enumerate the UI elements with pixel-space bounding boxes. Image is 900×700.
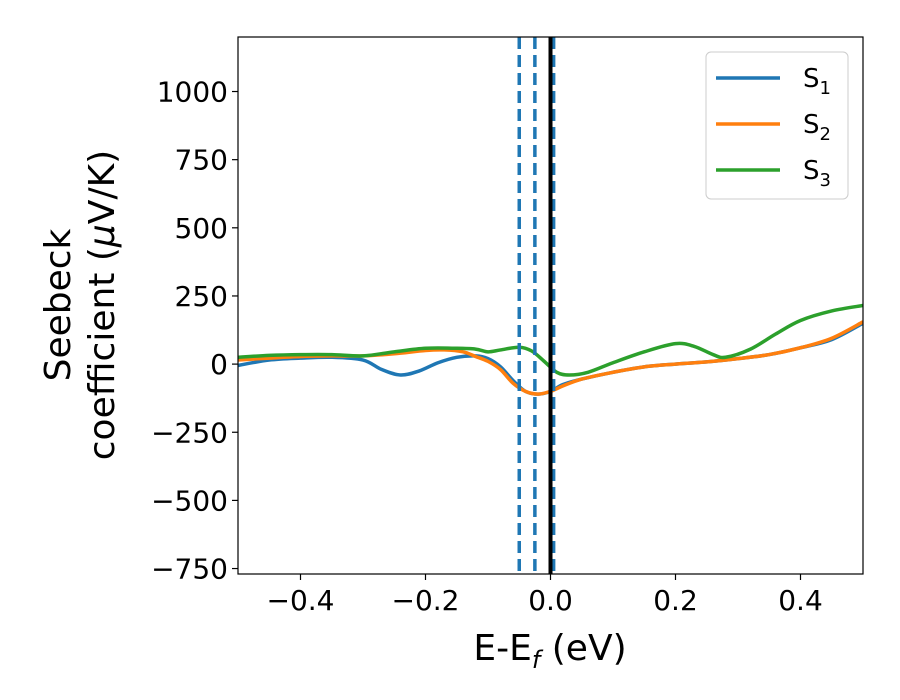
y-tick-label: 1000 [157,76,228,109]
y-tick-label: 0 [210,348,228,381]
x-tick-label: 0.2 [653,584,698,617]
x-axis-title: E-Ef (eV) [473,628,626,674]
x-ticks: −0.4 −0.2 0.0 0.2 0.4 [267,574,823,617]
y-ticks: −750 −500 −250 0 250 500 750 1000 [151,76,238,586]
y-axis-title: Seebeck coefficient (μV/K) [38,150,123,460]
y-tick-label: 500 [175,212,228,245]
y-axis-title-line2: coefficient (μV/K) [82,150,123,460]
legend-label-s1: S1 [803,64,831,99]
legend-label-s2: S2 [803,110,831,145]
legend-label-s3: S3 [803,156,831,191]
x-tick-label: 0.0 [528,584,573,617]
y-axis-title-line2b: V/K) [82,150,123,224]
y-tick-label: −500 [151,484,228,517]
y-tick-label: −750 [151,553,228,586]
vertical-lines [517,37,556,574]
y-tick-label: −250 [151,416,228,449]
x-tick-label: −0.4 [267,584,335,617]
y-axis-title-line2a: coefficient ( [82,247,123,460]
y-tick-label: 250 [175,280,228,313]
x-axis-title-unit: (eV) [540,628,626,669]
legend-items: S1 S2 S3 [716,64,831,191]
x-tick-label: 0.4 [778,584,823,617]
y-tick-label: 750 [175,144,228,177]
y-axis-title-mu: μ [82,224,123,248]
x-axis-title-main: E-E [473,628,531,669]
x-tick-label: −0.2 [392,584,460,617]
y-axis-title-line1: Seebeck [38,228,79,381]
legend: S1 S2 S3 [705,51,849,200]
